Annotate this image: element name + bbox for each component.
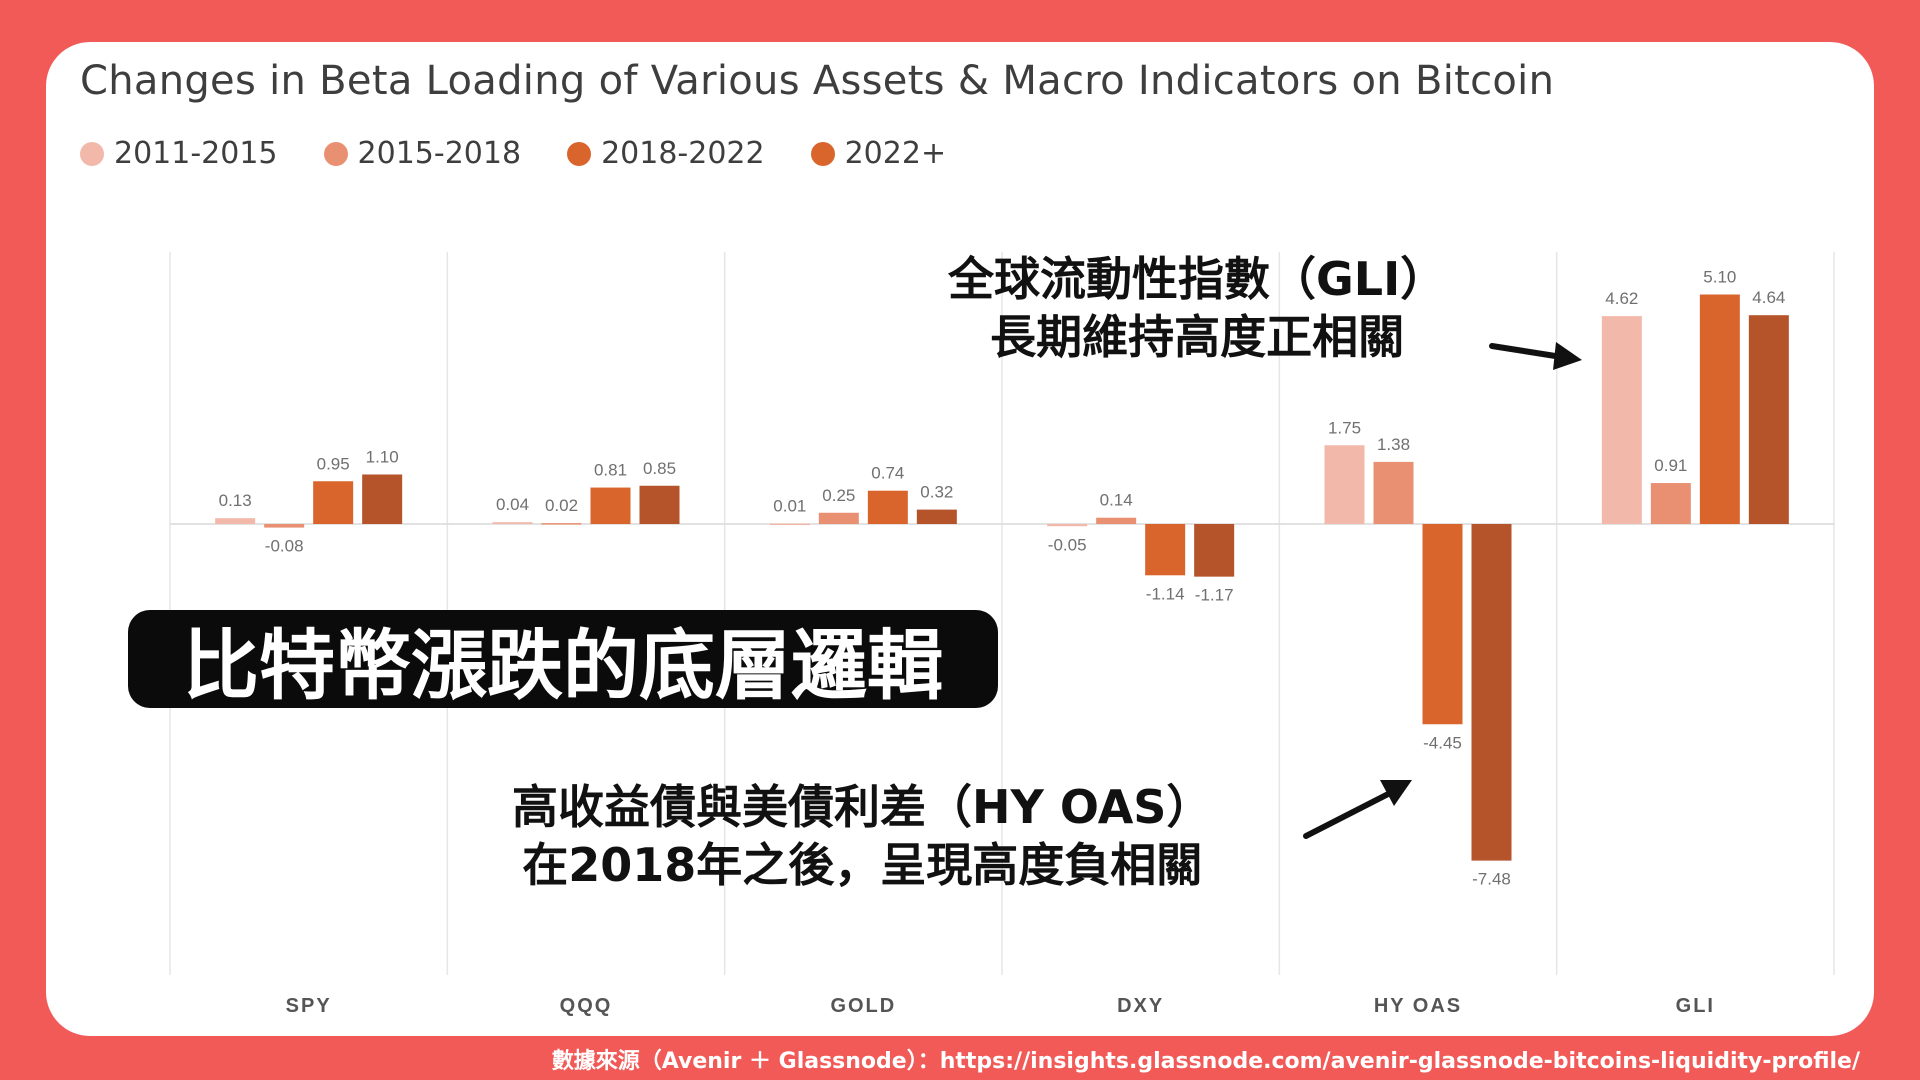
legend-dot-icon [80, 141, 104, 166]
legend-item-2011-2015: 2011-2015 [80, 136, 278, 171]
bar [1145, 524, 1186, 576]
data-label: -0.05 [1048, 535, 1087, 554]
bar [1601, 316, 1642, 524]
hyoas-arrow-shaft [1303, 787, 1399, 839]
legend-item-2018-2022: 2018-2022 [567, 136, 765, 171]
data-label: 0.04 [496, 495, 529, 514]
gli-annotation-line2: 長期維持高度正相關 [990, 310, 1405, 364]
legend-item-2015-2018: 2015-2018 [323, 136, 522, 171]
headline-banner: 比特幣漲跌的底層邏輯 [128, 610, 998, 710]
data-label: 0.25 [822, 486, 855, 505]
bar [639, 485, 680, 524]
category-label: SPY [286, 995, 332, 1017]
data-label: 0.13 [219, 491, 252, 510]
legend-label: 2015-2018 [357, 136, 522, 171]
bar [1373, 461, 1414, 524]
bar [541, 523, 582, 525]
bar [769, 523, 810, 526]
gli-annotation-line1: 全球流動性指數（GLI） [948, 252, 1447, 306]
data-label: 0.14 [1100, 491, 1133, 510]
category-label: QQQ [560, 995, 613, 1017]
bar [1324, 445, 1365, 524]
bar [1422, 524, 1463, 725]
bar [492, 522, 533, 524]
bar [1096, 517, 1137, 524]
bar [362, 474, 403, 524]
legend-dot-icon [810, 141, 835, 166]
hyoas-arrowhead-icon [1380, 780, 1412, 806]
data-label: 0.95 [317, 454, 350, 473]
category-label: DXY [1117, 995, 1164, 1017]
bar [215, 518, 256, 524]
legend-dot-icon [567, 141, 592, 166]
gli-arrowhead-icon [1553, 342, 1582, 370]
data-label: 0.32 [920, 483, 953, 502]
data-label: 5.10 [1703, 268, 1736, 287]
bar [818, 512, 859, 524]
data-label: 0.74 [871, 464, 904, 483]
bar [1699, 294, 1740, 524]
data-label: 0.81 [594, 461, 627, 480]
bar [264, 524, 305, 528]
legend-item-2022-plus: 2022+ [810, 136, 947, 171]
data-label: 0.01 [773, 497, 806, 516]
data-label: -0.08 [265, 537, 304, 556]
bar [1748, 315, 1789, 524]
data-label: 4.64 [1752, 288, 1785, 307]
bar [313, 481, 354, 524]
data-label: 4.62 [1605, 289, 1638, 308]
category-label: GOLD [830, 995, 896, 1017]
legend: 2011-2015 2015-2018 2018-2022 2022+ [80, 136, 946, 171]
legend-label: 2011-2015 [114, 136, 278, 171]
bar [1471, 524, 1512, 861]
data-label: 1.38 [1377, 435, 1410, 454]
gli-annotation: 全球流動性指數（GLI） 長期維持高度正相關 [948, 250, 1446, 366]
bar [1194, 524, 1235, 577]
data-label: 0.85 [643, 459, 676, 478]
legend-dot-icon [323, 141, 348, 166]
legend-label: 2018-2022 [601, 136, 765, 171]
bar [590, 487, 631, 524]
data-label: 1.75 [1328, 418, 1361, 437]
category-label: HY OAS [1374, 995, 1462, 1017]
data-label: -7.48 [1472, 870, 1511, 889]
hyoas-annotation-line1: 高收益債與美債利差（HY OAS） [512, 780, 1213, 834]
hyoas-annotation-line2: 在2018年之後，呈現高度負相關 [522, 838, 1203, 892]
hyoas-annotation: 高收益債與美債利差（HY OAS） 在2018年之後，呈現高度負相關 [512, 778, 1212, 894]
data-label: 1.10 [366, 448, 399, 467]
data-label: 0.02 [545, 496, 578, 515]
category-label: GLI [1676, 995, 1715, 1017]
data-label: 0.91 [1654, 456, 1687, 475]
chart-card [46, 42, 1874, 1036]
bar [1650, 483, 1691, 524]
chart-title: Changes in Beta Loading of Various Asset… [80, 58, 1555, 104]
bar [1047, 524, 1088, 527]
data-label: -4.45 [1423, 733, 1462, 752]
data-label: -1.17 [1195, 586, 1234, 605]
data-label: -1.14 [1146, 584, 1185, 603]
source-credit: 數據來源（Avenir ＋ Glassnode）：https://insight… [551, 1049, 1860, 1074]
legend-label: 2022+ [844, 136, 947, 171]
bar [867, 490, 908, 524]
bar [916, 509, 957, 524]
